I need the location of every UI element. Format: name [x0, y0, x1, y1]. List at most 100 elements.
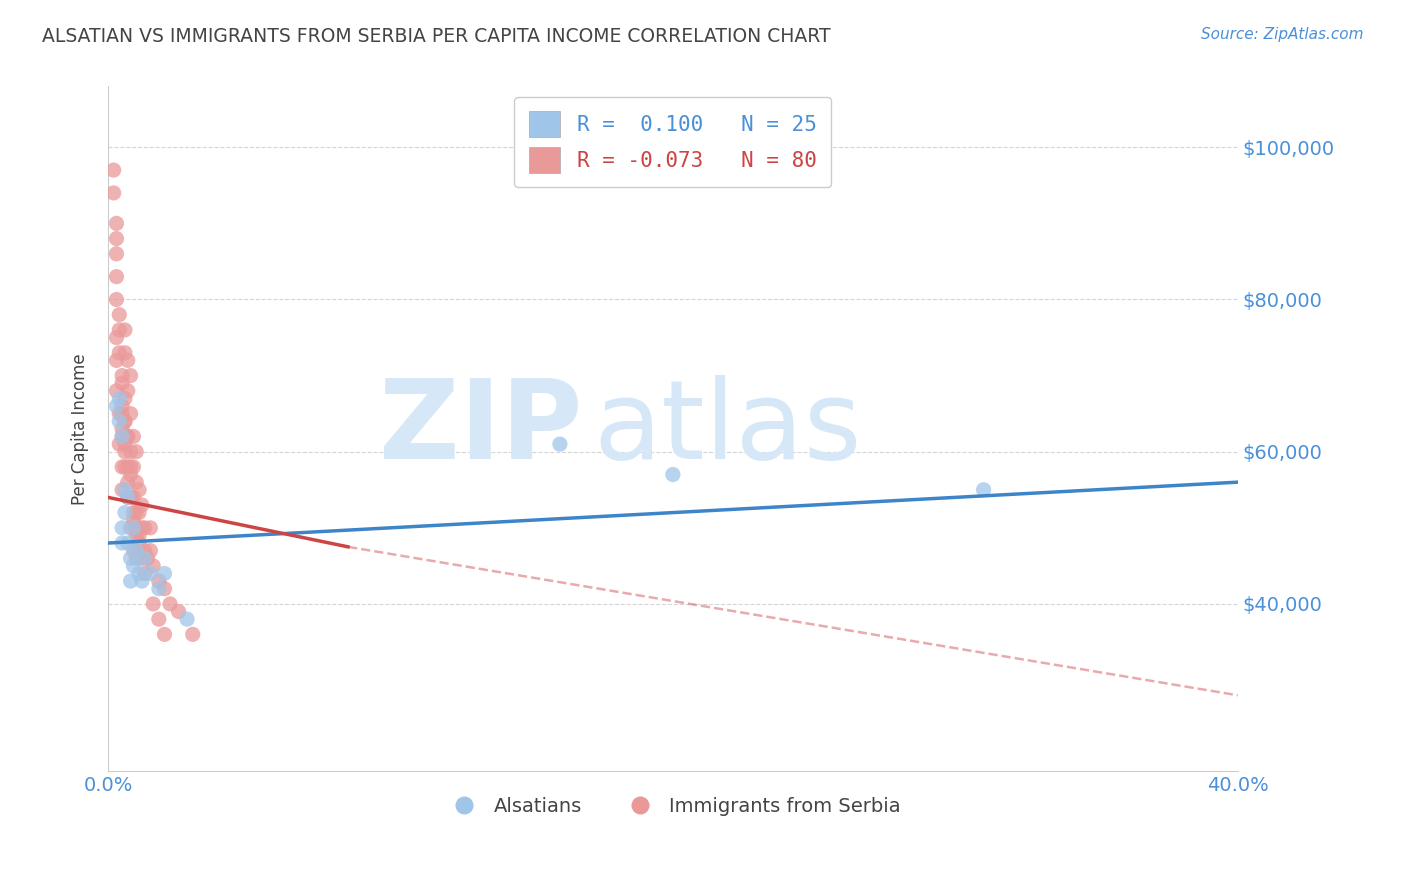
Point: [122, 521, 145, 535]
Point: [128, 528, 150, 542]
Point: [117, 429, 139, 443]
Point: [139, 543, 162, 558]
Point: [111, 536, 134, 550]
Point: [108, 392, 131, 406]
Point: [120, 551, 142, 566]
Point: [117, 429, 139, 443]
Point: [111, 521, 134, 535]
Point: [131, 498, 153, 512]
Point: [117, 491, 139, 505]
Point: [120, 444, 142, 458]
Point: [108, 308, 131, 322]
Point: [105, 216, 128, 230]
Point: [105, 269, 128, 284]
Point: [108, 345, 131, 359]
Point: [120, 467, 142, 482]
Point: [181, 627, 204, 641]
Point: [148, 574, 170, 588]
Point: [120, 368, 142, 383]
Point: [973, 483, 995, 497]
Point: [122, 558, 145, 573]
Y-axis label: Per Capita Income: Per Capita Income: [72, 353, 89, 505]
Point: [111, 376, 134, 391]
Point: [105, 247, 128, 261]
Point: [125, 444, 148, 458]
Point: [108, 323, 131, 337]
Point: [153, 627, 176, 641]
Point: [125, 543, 148, 558]
Point: [114, 437, 136, 451]
Point: [125, 528, 148, 542]
Point: [134, 551, 156, 566]
Point: [114, 323, 136, 337]
Text: atlas: atlas: [593, 376, 862, 483]
Point: [111, 429, 134, 443]
Point: [111, 422, 134, 436]
Point: [131, 574, 153, 588]
Point: [176, 612, 198, 626]
Point: [122, 506, 145, 520]
Point: [114, 414, 136, 428]
Point: [136, 551, 159, 566]
Point: [105, 399, 128, 413]
Point: [114, 414, 136, 428]
Point: [548, 437, 571, 451]
Point: [105, 330, 128, 344]
Point: [125, 551, 148, 566]
Point: [662, 467, 685, 482]
Point: [134, 566, 156, 581]
Point: [111, 399, 134, 413]
Point: [122, 543, 145, 558]
Point: [111, 483, 134, 497]
Point: [128, 536, 150, 550]
Point: [103, 163, 125, 178]
Point: [131, 551, 153, 566]
Point: [120, 491, 142, 505]
Point: [120, 491, 142, 505]
Point: [105, 293, 128, 307]
Text: ZIP: ZIP: [380, 376, 582, 483]
Text: ALSATIAN VS IMMIGRANTS FROM SERBIA PER CAPITA INCOME CORRELATION CHART: ALSATIAN VS IMMIGRANTS FROM SERBIA PER C…: [42, 27, 831, 45]
Point: [120, 459, 142, 474]
Point: [122, 491, 145, 505]
Point: [114, 506, 136, 520]
Point: [142, 558, 165, 573]
Legend: Alsatians, Immigrants from Serbia: Alsatians, Immigrants from Serbia: [437, 789, 908, 823]
Point: [148, 612, 170, 626]
Point: [159, 597, 181, 611]
Point: [114, 459, 136, 474]
Point: [120, 521, 142, 535]
Point: [122, 429, 145, 443]
Point: [134, 521, 156, 535]
Point: [114, 392, 136, 406]
Point: [122, 513, 145, 527]
Point: [108, 407, 131, 421]
Point: [117, 475, 139, 490]
Point: [148, 582, 170, 596]
Point: [128, 483, 150, 497]
Point: [153, 566, 176, 581]
Point: [167, 605, 190, 619]
Point: [125, 521, 148, 535]
Point: [114, 483, 136, 497]
Point: [105, 231, 128, 245]
Point: [139, 521, 162, 535]
Point: [122, 459, 145, 474]
Point: [117, 536, 139, 550]
Point: [125, 475, 148, 490]
Point: [114, 345, 136, 359]
Point: [105, 353, 128, 368]
Text: Source: ZipAtlas.com: Source: ZipAtlas.com: [1201, 27, 1364, 42]
Point: [103, 186, 125, 200]
Point: [142, 597, 165, 611]
Point: [117, 491, 139, 505]
Point: [120, 574, 142, 588]
Point: [105, 384, 128, 398]
Point: [117, 384, 139, 398]
Point: [117, 353, 139, 368]
Point: [139, 566, 162, 581]
Point: [128, 506, 150, 520]
Point: [131, 521, 153, 535]
Point: [114, 444, 136, 458]
Point: [111, 429, 134, 443]
